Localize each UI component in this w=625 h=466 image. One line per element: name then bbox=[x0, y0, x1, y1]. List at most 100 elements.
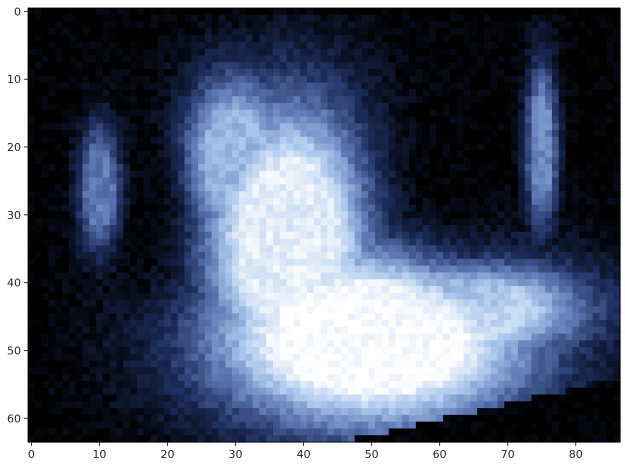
heatmap-cell bbox=[123, 380, 131, 389]
heatmap-cell bbox=[551, 367, 560, 375]
heatmap-cell bbox=[558, 299, 567, 307]
heatmap-cell bbox=[511, 218, 519, 226]
heatmap-cell bbox=[585, 265, 594, 274]
heatmap-cell bbox=[266, 286, 274, 294]
heatmap-cell bbox=[354, 14, 363, 23]
heatmap-cell bbox=[306, 170, 315, 179]
heatmap-cell bbox=[150, 245, 158, 253]
heatmap-cell bbox=[613, 177, 621, 185]
heatmap-cell bbox=[504, 360, 512, 369]
heatmap-cell bbox=[116, 62, 124, 70]
heatmap-cell bbox=[48, 367, 56, 375]
heatmap-cell bbox=[245, 347, 254, 355]
heatmap-cell bbox=[252, 333, 260, 341]
heatmap-cell bbox=[558, 21, 567, 29]
heatmap-cell bbox=[320, 218, 328, 226]
heatmap-cell bbox=[463, 75, 471, 84]
heatmap-cell bbox=[34, 353, 43, 362]
heatmap-cell bbox=[497, 191, 505, 199]
heatmap-cell bbox=[28, 225, 36, 233]
heatmap-cell bbox=[245, 313, 254, 321]
heatmap-cell bbox=[375, 35, 383, 43]
heatmap-cell bbox=[191, 123, 199, 131]
heatmap-cell bbox=[490, 333, 499, 341]
heatmap-cell bbox=[184, 333, 192, 341]
heatmap-cell bbox=[388, 28, 397, 36]
heatmap-cell bbox=[116, 28, 124, 36]
heatmap-cell bbox=[538, 14, 546, 23]
heatmap-cell bbox=[422, 326, 431, 335]
heatmap-cell bbox=[48, 150, 56, 158]
heatmap-cell bbox=[41, 326, 50, 335]
heatmap-cell bbox=[184, 82, 192, 90]
heatmap-cell bbox=[306, 157, 315, 165]
heatmap-cell bbox=[55, 109, 63, 118]
heatmap-cell bbox=[572, 218, 580, 226]
heatmap-cell bbox=[225, 204, 233, 213]
heatmap-cell bbox=[75, 374, 84, 382]
heatmap-cell bbox=[306, 272, 315, 280]
heatmap-cell bbox=[211, 184, 220, 192]
heatmap-cell bbox=[116, 231, 124, 240]
heatmap-cell bbox=[368, 319, 376, 328]
heatmap-cell bbox=[143, 143, 152, 152]
heatmap-cell bbox=[334, 258, 342, 267]
heatmap-cell bbox=[204, 48, 213, 57]
heatmap-cell bbox=[504, 319, 512, 328]
heatmap-cell bbox=[306, 299, 315, 307]
heatmap-cell bbox=[579, 82, 587, 90]
heatmap-cell bbox=[361, 299, 369, 307]
heatmap-cell bbox=[579, 89, 587, 97]
heatmap-cell bbox=[75, 28, 84, 36]
heatmap-cell bbox=[238, 353, 247, 362]
heatmap-cell bbox=[130, 96, 138, 104]
heatmap-cell bbox=[218, 279, 226, 287]
heatmap-cell bbox=[606, 374, 614, 382]
heatmap-cell bbox=[82, 136, 90, 145]
heatmap-cell bbox=[130, 387, 138, 396]
heatmap-cell bbox=[286, 367, 294, 375]
heatmap-cell bbox=[443, 191, 451, 199]
heatmap-cell bbox=[409, 319, 417, 328]
heatmap-cell bbox=[483, 218, 492, 226]
heatmap-cell bbox=[225, 102, 233, 111]
heatmap-cell bbox=[572, 150, 580, 158]
heatmap-cell bbox=[41, 394, 50, 402]
heatmap-cell bbox=[143, 184, 152, 192]
heatmap-cell bbox=[504, 292, 512, 301]
heatmap-cell bbox=[599, 340, 607, 348]
heatmap-cell bbox=[102, 150, 111, 158]
heatmap-cell bbox=[551, 14, 560, 23]
heatmap-cell bbox=[443, 102, 451, 111]
heatmap-cell bbox=[245, 143, 254, 152]
heatmap-cell bbox=[375, 41, 383, 50]
heatmap-cell bbox=[55, 286, 63, 294]
heatmap-cell bbox=[41, 340, 50, 348]
heatmap-cell bbox=[456, 367, 465, 375]
heatmap-cell bbox=[82, 62, 90, 70]
heatmap-cell bbox=[232, 387, 240, 396]
heatmap-cell bbox=[170, 286, 179, 294]
heatmap-cell bbox=[211, 292, 220, 301]
heatmap-cell bbox=[293, 170, 301, 179]
heatmap-cell bbox=[456, 157, 465, 165]
heatmap-cell bbox=[565, 225, 573, 233]
heatmap-cell bbox=[109, 14, 118, 23]
heatmap-cell bbox=[354, 89, 363, 97]
heatmap-cell bbox=[327, 157, 335, 165]
heatmap-cell bbox=[218, 225, 226, 233]
heatmap-cell bbox=[579, 387, 587, 396]
heatmap-cell bbox=[82, 116, 90, 124]
heatmap-cell bbox=[245, 360, 254, 369]
heatmap-cell bbox=[477, 353, 485, 362]
heatmap-cell bbox=[259, 333, 267, 341]
heatmap-cell bbox=[82, 299, 90, 307]
heatmap-cell bbox=[41, 48, 50, 57]
heatmap-cell bbox=[470, 211, 478, 219]
heatmap-cell bbox=[613, 28, 621, 36]
heatmap-cell bbox=[68, 367, 77, 375]
heatmap-cell bbox=[143, 231, 152, 240]
heatmap-cell bbox=[511, 41, 519, 50]
heatmap-cell bbox=[483, 279, 492, 287]
heatmap-cell bbox=[266, 8, 274, 16]
